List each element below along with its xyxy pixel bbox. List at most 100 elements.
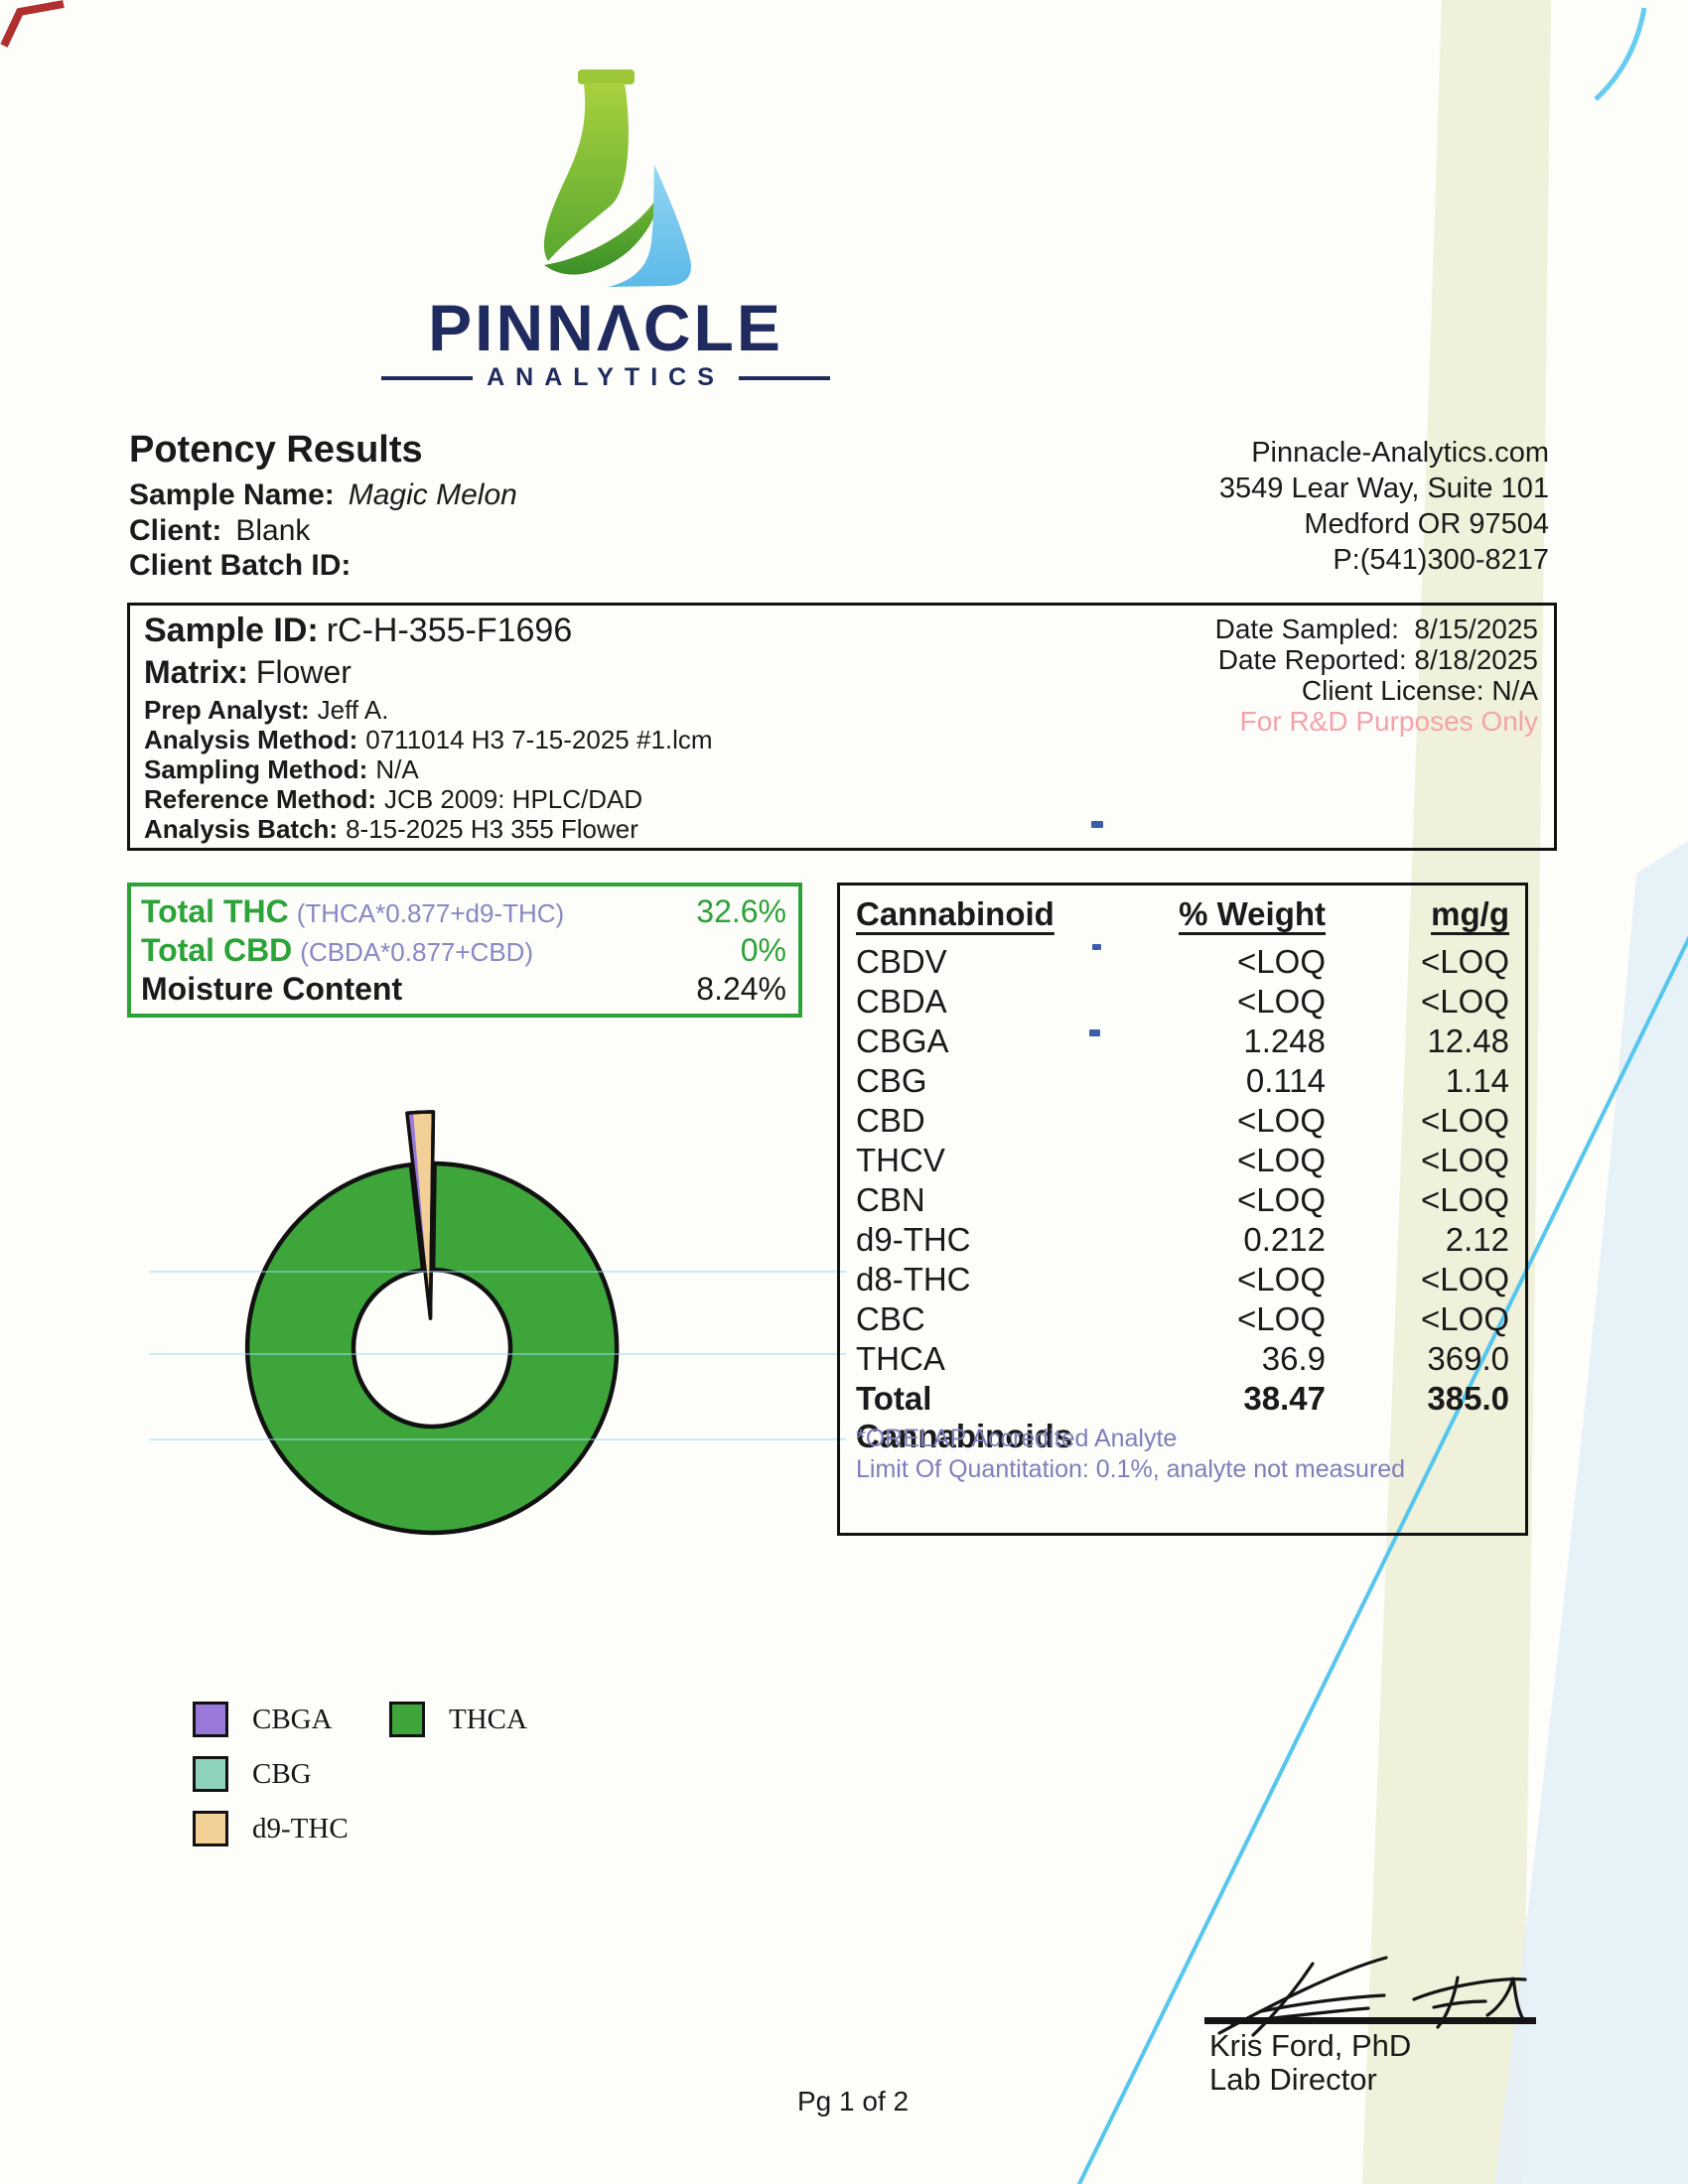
scanner-streaks — [149, 1271, 846, 1440]
brand-subtitle-row: ANALYTICS — [328, 363, 884, 392]
background-yellow-band — [1362, 0, 1551, 2184]
table-row: THCA 36.9 369.0 — [856, 1340, 1509, 1377]
table-footnote-orelap: *ORELAP Accredited Analyte — [856, 1425, 1178, 1452]
legend-label-cbga: CBGA — [252, 1703, 333, 1735]
potency-summary-box: Total THC (THCA*0.877+d9-THC) 32.6% Tota… — [127, 883, 802, 1018]
moisture-value: 8.24% — [696, 971, 786, 1007]
table-row: d8-THC <LOQ <LOQ — [856, 1261, 1509, 1297]
analysis-batch-row: Analysis Batch: 8-15-2025 H3 355 Flower — [144, 814, 638, 845]
header-cannabinoid: Cannabinoid — [856, 895, 1055, 932]
subbrand-right-rule — [738, 375, 830, 380]
red-pen-mark-artifact — [0, 0, 65, 48]
blue-dash-artifacts — [1089, 821, 1103, 1036]
dates-block: Date Sampled: 8/15/2025 Date Reported: 8… — [1215, 614, 1538, 737]
total-cbd-label: Total CBD — [141, 932, 293, 968]
background-blue-wedge — [1494, 841, 1688, 2184]
moisture-label: Moisture Content — [141, 971, 403, 1007]
signature-rule — [1204, 2017, 1536, 2024]
donut-chart — [149, 1110, 846, 1536]
sampling-method-value: N/A — [375, 754, 419, 784]
signer-title: Lab Director — [1209, 2062, 1377, 2097]
matrix-row: Matrix: Flower — [144, 654, 352, 691]
signature-block: Kris Ford, PhD Lab Director — [1209, 2029, 1411, 2097]
total-cbd-formula: (CBDA*0.877+CBD) — [300, 937, 534, 967]
prep-analyst-row: Prep Analyst: Jeff A. — [144, 695, 388, 726]
total-cbd-row: Total CBD (CBDA*0.877+CBD) 0% — [141, 932, 786, 969]
date-reported-label: Date Reported: — [1217, 644, 1407, 675]
brand-wordmark: PINNΛCLE — [428, 291, 783, 364]
table-row: CBN <LOQ <LOQ — [856, 1181, 1509, 1218]
sample-id-row: Sample ID: rC-H-355-F1696 — [144, 612, 572, 650]
legend-item-cbg: CBG — [193, 1756, 312, 1792]
table-row: CBD <LOQ <LOQ — [856, 1102, 1509, 1139]
matrix-value: Flower — [255, 654, 352, 690]
legend-item-d9thc: d9-THC — [193, 1811, 349, 1846]
table-row: CBGA 1.248 12.48 — [856, 1023, 1509, 1059]
lab-website: Pinnacle-Analytics.com — [1251, 437, 1549, 469]
client-license-label: Client License: — [1301, 675, 1484, 706]
table-row: CBG 0.114 1.14 — [856, 1062, 1509, 1099]
total-cbd-value: 0% — [740, 932, 786, 968]
header-mgg: mg/g — [1431, 895, 1509, 932]
background-cyan-diagonal-line — [1076, 935, 1688, 2184]
lab-phone: P:(541)300-8217 — [1333, 544, 1549, 576]
reference-method-value: JCB 2009: HPLC/DAD — [384, 784, 643, 814]
date-sampled-value: 8/15/2025 — [1414, 614, 1538, 644]
legend-label-cbg: CBG — [252, 1757, 312, 1790]
date-sampled-row: Date Sampled: 8/15/2025 — [1215, 614, 1538, 644]
client-batch-label: Client Batch ID: — [129, 549, 352, 582]
moisture-row: Moisture Content 8.24% — [141, 971, 786, 1008]
page-number: Pg 1 of 2 — [797, 2086, 910, 2116]
report-title: Potency Results — [129, 429, 423, 471]
pinnacle-flask-logo — [543, 69, 692, 287]
cbg-swatch — [193, 1756, 228, 1792]
client-row: Client: Blank — [129, 514, 310, 548]
sample-name-label: Sample Name: — [129, 478, 335, 511]
analysis-method-label: Analysis Method: — [144, 725, 358, 754]
rd-purposes-notice: For R&D Purposes Only — [1239, 706, 1538, 737]
brand-subtitle: ANALYTICS — [487, 363, 725, 391]
client-batch-row: Client Batch ID: — [129, 549, 364, 583]
lab-address-line1: 3549 Lear Way, Suite 101 — [1218, 473, 1549, 504]
header-weight: % Weight — [1179, 895, 1326, 932]
sampling-method-row: Sampling Method: N/A — [144, 754, 419, 785]
total-thc-formula: (THCA*0.877+d9-THC) — [296, 898, 565, 928]
table-row: THCV <LOQ <LOQ — [856, 1142, 1509, 1178]
client-license-row: Client License: N/A — [1215, 675, 1538, 706]
table-row: CBC <LOQ <LOQ — [856, 1300, 1509, 1337]
thca-swatch — [389, 1702, 425, 1737]
legend-item-thca: THCA — [389, 1702, 527, 1737]
prep-analyst-label: Prep Analyst: — [144, 695, 310, 725]
table-header-row: Cannabinoid % Weight mg/g — [856, 895, 1509, 943]
client-license-value: N/A — [1491, 675, 1538, 706]
sample-info-box: Sample ID: rC-H-355-F1696 Matrix: Flower… — [127, 603, 1557, 851]
total-thc-row: Total THC (THCA*0.877+d9-THC) 32.6% — [141, 893, 786, 930]
analysis-batch-value: 8-15-2025 H3 355 Flower — [346, 814, 638, 844]
table-total-row: Total Cannabinoids 38.47 385.0 — [856, 1380, 1509, 1454]
table-row: d9-THC 0.212 2.12 — [856, 1221, 1509, 1258]
matrix-label: Matrix: — [144, 654, 248, 690]
total-thc-value: 32.6% — [696, 893, 786, 929]
reference-method-label: Reference Method: — [144, 784, 377, 814]
cannabinoid-table: Cannabinoid % Weight mg/g CBDV <LOQ <LOQ C… — [837, 883, 1528, 1536]
table-footnote-loq: Limit Of Quantitation: 0.1%, analyte not… — [856, 1455, 1406, 1483]
analysis-method-value: 0711014 H3 7-15-2025 #1.lcm — [365, 725, 713, 754]
lab-address-line2: Medford OR 97504 — [1304, 508, 1549, 540]
client-value: Blank — [235, 514, 311, 547]
subbrand-left-rule — [381, 375, 474, 380]
cbga-swatch — [193, 1702, 228, 1737]
sample-name-row: Sample Name: Magic Melon — [129, 478, 517, 512]
prep-analyst-value: Jeff A. — [317, 695, 389, 725]
total-thc-label: Total THC — [141, 893, 289, 929]
date-reported-value: 8/18/2025 — [1414, 644, 1538, 675]
d9thc-swatch — [193, 1811, 228, 1846]
legend-label-thca: THCA — [449, 1703, 527, 1735]
lab-contact-block: Pinnacle-Analytics.com 3549 Lear Way, Su… — [993, 435, 1549, 578]
table-row: CBDV <LOQ <LOQ — [856, 943, 1509, 980]
analysis-method-row: Analysis Method: 0711014 H3 7-15-2025 #1… — [144, 725, 713, 755]
donut-exploded-outline — [405, 1110, 436, 1320]
signer-name: Kris Ford, PhD — [1209, 2028, 1412, 2063]
legend-item-cbga: CBGA — [193, 1702, 333, 1737]
